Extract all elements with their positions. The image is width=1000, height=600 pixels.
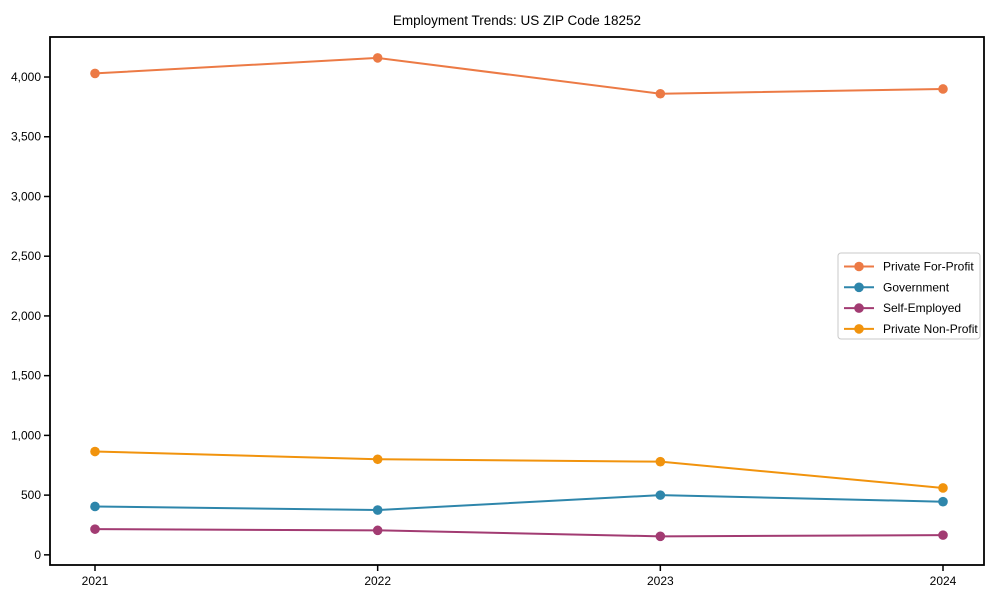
data-point-marker (90, 524, 100, 534)
data-point-marker (655, 531, 666, 542)
data-series-line (94, 450, 944, 489)
legend-label: Private Non-Profit (883, 322, 978, 336)
series-layer (90, 53, 948, 542)
data-series-line (94, 494, 944, 512)
y-axis-tick-label: 0 (34, 548, 41, 562)
legend-box (837, 252, 981, 340)
y-axis-tick-label: 4,000 (11, 70, 41, 84)
data-point-marker (938, 530, 948, 540)
data-point-marker (372, 505, 383, 515)
legend-item: Self-Employed (844, 301, 961, 315)
data-point-marker (655, 456, 666, 467)
legend-label: Government (883, 280, 950, 294)
y-axis-tick-label: 3,000 (11, 189, 41, 203)
legend: Private For-Profit Government Self-Employe… (837, 252, 981, 340)
plot-area: 0 500 1,000 1,500 2,000 2,500 3,000 3,500 4,000 2… (11, 36, 985, 588)
x-axis-tick-label: 2024 (930, 574, 957, 588)
y-axis-tick-label: 2,500 (11, 249, 41, 263)
legend-item: Government (844, 280, 950, 294)
data-point-marker (938, 496, 948, 507)
y-axis-tick-label: 1,500 (11, 369, 41, 383)
legend-marker (854, 303, 864, 313)
y-axis-tick-label: 1,000 (11, 428, 41, 442)
data-point-marker (372, 454, 383, 465)
data-point-marker (372, 525, 383, 536)
x-axis-tick-label: 2022 (364, 574, 391, 588)
data-point-marker (90, 446, 100, 457)
data-series-line (94, 56, 944, 95)
y-axis-tick-label: 500 (21, 488, 41, 502)
legend-item: Private For-Profit (844, 260, 974, 274)
chart-title: Employment Trends: US ZIP Code 18252 (393, 13, 641, 28)
data-point-marker (90, 501, 100, 512)
legend-marker (854, 282, 864, 293)
data-series-line (94, 528, 944, 538)
data-point-marker (655, 490, 666, 500)
x-axis-tick-label: 2021 (82, 574, 109, 588)
x-axis-tick-label: 2023 (647, 574, 674, 588)
plot-border (49, 36, 985, 566)
legend-label: Private For-Profit (883, 260, 974, 274)
legend-marker (854, 324, 864, 334)
data-point-marker (938, 483, 948, 493)
data-point-marker (90, 68, 100, 79)
legend-item: Private Non-Profit (844, 322, 978, 336)
legend-label: Self-Employed (883, 301, 961, 315)
y-axis-tick-label: 3,500 (11, 130, 41, 144)
y-axis-tick-label: 2,000 (11, 309, 41, 323)
legend-marker (854, 261, 864, 272)
data-point-marker (655, 88, 666, 99)
data-point-marker (938, 84, 948, 94)
data-point-marker (372, 53, 383, 63)
